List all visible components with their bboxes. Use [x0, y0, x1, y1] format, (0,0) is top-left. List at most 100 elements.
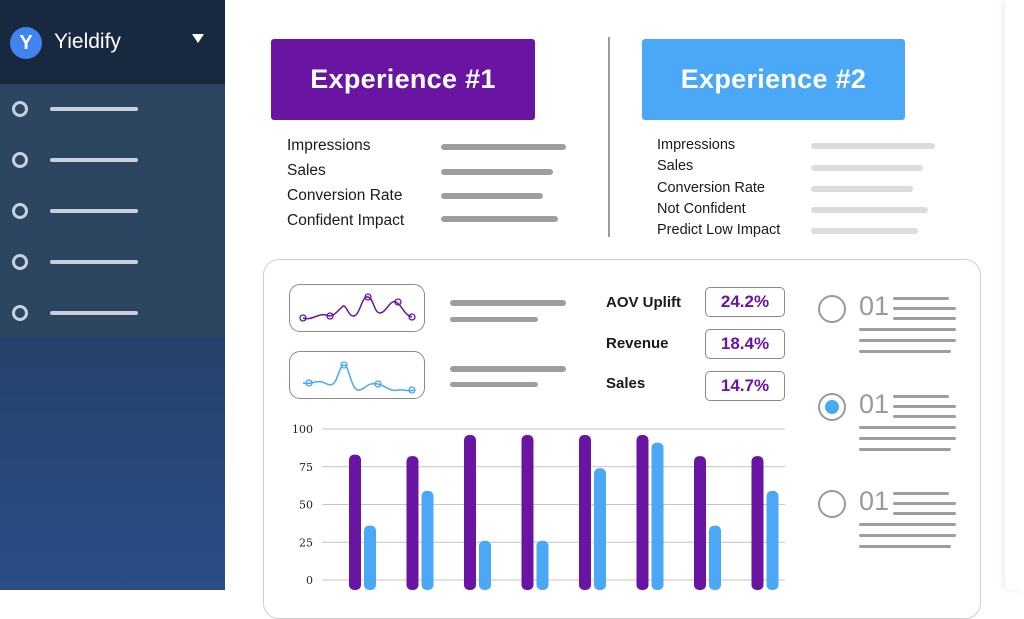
metric-label: Sales: [657, 158, 694, 174]
metric-value-placeholder: [811, 207, 928, 213]
text-placeholder: [450, 300, 566, 306]
option-text-placeholder: [893, 492, 949, 495]
sparkline-purple-icon: [299, 293, 416, 322]
yieldify-logo-icon: Y: [10, 27, 42, 59]
option-number: 01: [859, 389, 890, 419]
circle-icon: [12, 305, 28, 321]
metric-value-placeholder: [811, 186, 913, 192]
sidebar-item-label-placeholder: [50, 260, 138, 264]
bar-experience-2[interactable]: [479, 540, 491, 590]
metric-value-placeholder: [811, 143, 935, 149]
y-tick-label: 50: [299, 499, 313, 512]
brand-name: Yieldify: [54, 30, 121, 53]
bar-experience-2[interactable]: [364, 525, 376, 590]
metric-label: Conversion Rate: [657, 180, 765, 196]
experience-2-header[interactable]: Experience #2: [642, 39, 905, 120]
experience-1-header[interactable]: Experience #1: [271, 39, 535, 120]
kpi-value: 24.2%: [705, 287, 785, 317]
sidebar-item-label-placeholder: [50, 311, 138, 315]
metric-label: Predict Low Impact: [657, 222, 781, 238]
option-text-placeholder: [859, 545, 951, 548]
metric-label: Not Confident: [657, 201, 746, 217]
y-tick-label: 100: [292, 423, 313, 436]
option-text-placeholder: [893, 512, 956, 515]
bar-experience-1[interactable]: [349, 454, 361, 590]
circle-icon: [12, 101, 28, 117]
sidebar-item[interactable]: [12, 150, 212, 174]
page-edge: [1005, 0, 1024, 590]
option-number: 01: [859, 486, 890, 516]
sidebar-item[interactable]: [12, 201, 212, 225]
sparkline-purple[interactable]: [289, 284, 425, 332]
option-radio[interactable]: [818, 295, 846, 323]
bar-experience-1[interactable]: [521, 435, 534, 590]
chevron-down-icon[interactable]: [192, 34, 204, 43]
bar-experience-2[interactable]: [536, 540, 549, 590]
metric-label: Conversion Rate: [287, 187, 403, 204]
bar-experience-2[interactable]: [421, 490, 434, 590]
sidebar-item[interactable]: [12, 99, 212, 123]
sidebar-item[interactable]: [12, 252, 212, 276]
option-text-placeholder: [893, 415, 956, 418]
metric-label: Confident Impact: [287, 212, 405, 229]
sidebar-menu: [0, 84, 225, 337]
bar-experience-2[interactable]: [766, 490, 779, 590]
metric-label: Sales: [287, 162, 326, 179]
option-radio[interactable]: [818, 490, 846, 518]
option-text-placeholder: [859, 523, 956, 526]
bar-chart: 0 25 50 75 100: [292, 423, 785, 590]
bar-experience-2[interactable]: [709, 525, 721, 590]
sparkline-blue-icon: [302, 361, 416, 394]
option-text-placeholder: [859, 448, 951, 451]
kpi-value: 14.7%: [705, 371, 785, 401]
metric-value-placeholder: [441, 169, 553, 175]
bar-experience-1[interactable]: [694, 456, 706, 590]
sidebar: Y Yieldify: [0, 0, 225, 590]
y-tick-label: 0: [306, 574, 313, 587]
kpi-value: 18.4%: [705, 329, 785, 359]
bar-experience-1[interactable]: [751, 456, 764, 590]
bar-experience-1[interactable]: [636, 435, 649, 590]
sparkline-blue[interactable]: [289, 351, 425, 399]
divider: [608, 37, 610, 237]
metric-label: Impressions: [287, 137, 371, 154]
option-text-placeholder: [893, 405, 956, 408]
option-text-placeholder: [893, 395, 949, 398]
option-text-placeholder: [859, 328, 956, 331]
y-tick-label: 25: [299, 536, 313, 549]
metric-label: Impressions: [657, 137, 736, 153]
option-text-placeholder: [859, 534, 956, 537]
option-text-placeholder: [893, 502, 956, 505]
bar-experience-1[interactable]: [579, 435, 591, 590]
text-placeholder: [450, 382, 538, 387]
option-text-placeholder: [859, 437, 956, 440]
sidebar-header[interactable]: Y Yieldify: [0, 0, 225, 84]
sidebar-item[interactable]: [12, 303, 212, 327]
bar-experience-1[interactable]: [464, 435, 476, 590]
kpi-label: AOV Uplift: [606, 294, 681, 311]
option-text-placeholder: [893, 317, 956, 320]
sidebar-item-label-placeholder: [50, 158, 138, 162]
option-text-placeholder: [859, 339, 956, 342]
metric-value-placeholder: [811, 165, 923, 171]
sidebar-item-label-placeholder: [50, 107, 138, 111]
text-placeholder: [450, 366, 566, 372]
text-placeholder: [450, 317, 538, 322]
metric-value-placeholder: [441, 193, 543, 199]
circle-icon: [12, 203, 28, 219]
bar-experience-2[interactable]: [594, 468, 606, 590]
option-text-placeholder: [893, 297, 949, 300]
sidebar-item-label-placeholder: [50, 209, 138, 213]
bar-experience-1[interactable]: [406, 456, 419, 590]
option-text-placeholder: [893, 307, 956, 310]
bar-experience-2[interactable]: [651, 442, 664, 590]
kpi-label: Sales: [606, 375, 646, 392]
option-text-placeholder: [859, 426, 956, 429]
kpi-label: Revenue: [606, 335, 669, 352]
option-text-placeholder: [859, 350, 951, 353]
option-radio-selected[interactable]: [818, 393, 846, 421]
circle-icon: [12, 152, 28, 168]
y-tick-label: 75: [299, 461, 313, 474]
circle-icon: [12, 254, 28, 270]
option-number: 01: [859, 291, 890, 321]
